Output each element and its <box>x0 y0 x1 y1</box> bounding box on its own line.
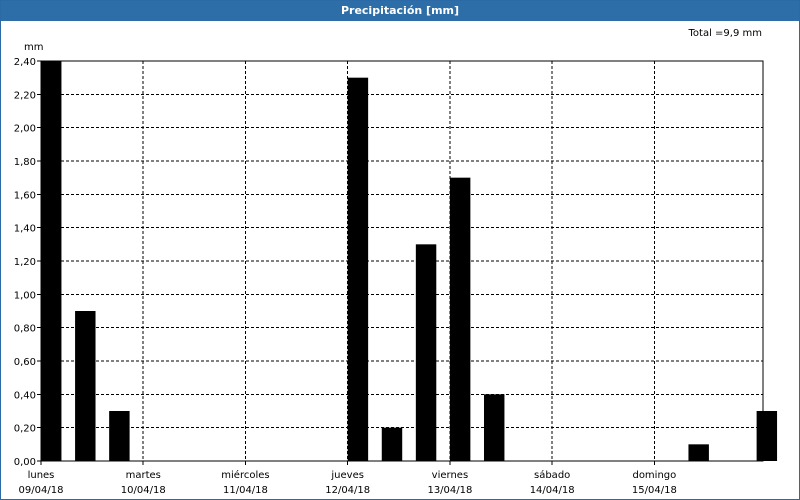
x-tick-day-name: domingo <box>632 470 676 481</box>
chart-title: Precipitación [mm] <box>1 1 799 21</box>
axes <box>37 60 764 465</box>
bar <box>756 411 778 461</box>
x-tick-date: 10/04/18 <box>121 485 166 496</box>
x-tick-day-name: miércoles <box>221 469 269 481</box>
x-tick-date: 12/04/18 <box>325 485 370 496</box>
y-axis-label: mm <box>24 42 43 53</box>
x-tick-date: 09/04/18 <box>19 485 64 496</box>
bar <box>415 244 437 461</box>
bar <box>41 61 62 461</box>
x-tick-date: 11/04/18 <box>223 485 268 496</box>
total-annotation: Total =9,9 mm <box>688 28 762 39</box>
x-tick-day-name: lunes <box>28 470 55 481</box>
x-tick-date: 15/04/18 <box>632 485 677 496</box>
y-tick-label: 2,00 <box>14 124 36 135</box>
y-tick-label: 1,20 <box>14 257 36 268</box>
bar <box>381 427 403 461</box>
y-tick-label: 1,60 <box>14 190 36 201</box>
grid-lines <box>41 60 763 461</box>
x-tick-day-name: viernes <box>432 470 468 481</box>
x-tick-labels: lunes 09/04/18 martes 10/04/18 miércoles 11/0… <box>19 469 677 496</box>
y-tick-label: 0,80 <box>14 324 36 335</box>
x-tick-date: 13/04/18 <box>427 485 472 496</box>
y-tick-label: 0,60 <box>14 357 36 368</box>
x-tick-day-name: sábado <box>534 469 570 481</box>
x-tick-day-name: jueves <box>330 470 364 481</box>
y-tick-label: 1,00 <box>14 290 36 301</box>
bar <box>109 411 130 461</box>
y-tick-label: 0,40 <box>14 390 36 401</box>
y-tick-label: 2,40 <box>14 57 36 68</box>
y-tick-label: 2,20 <box>14 90 36 101</box>
x-tick-date: 14/04/18 <box>530 485 575 496</box>
y-tick-label: 0,00 <box>14 457 36 468</box>
bar <box>449 177 471 461</box>
x-tick-day-name: martes <box>126 470 161 481</box>
bar <box>483 394 505 461</box>
y-tick-label: 0,20 <box>14 424 36 435</box>
y-tick-labels: 0,00 0,20 0,40 0,60 0,80 1,00 1,20 1,40 1,60 1,80… <box>14 57 36 468</box>
y-tick-label: 1,40 <box>14 224 36 235</box>
bars <box>41 61 778 462</box>
y-tick-label: 1,80 <box>14 157 36 168</box>
bar <box>688 444 709 461</box>
bar <box>75 311 96 461</box>
bar <box>347 77 369 462</box>
plot-border <box>40 60 764 462</box>
